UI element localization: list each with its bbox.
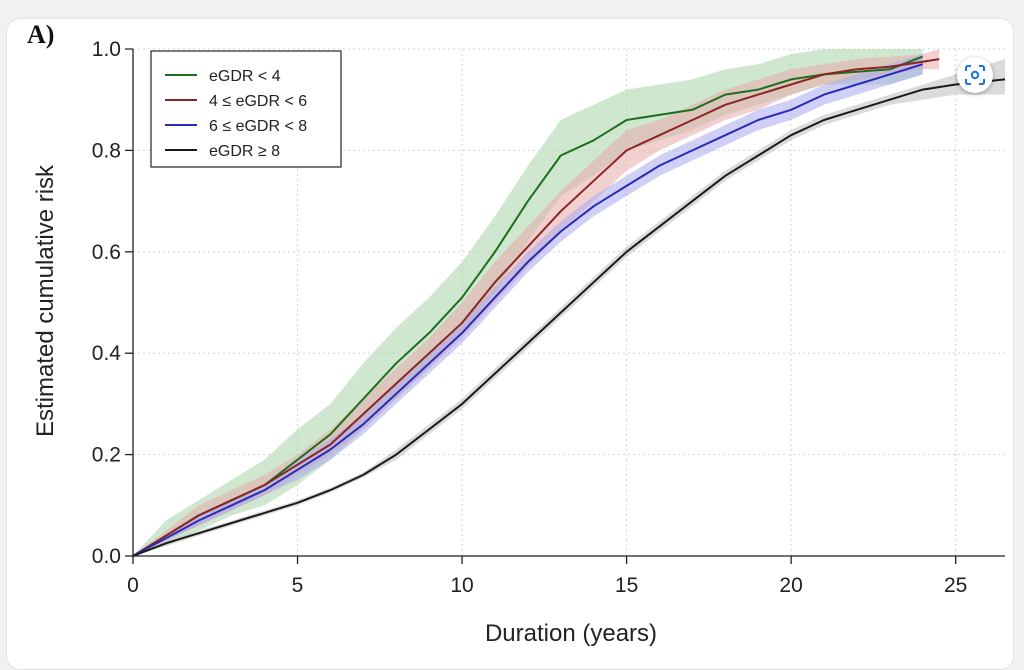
legend-label-2: 4 ≤ eGDR < 6 [209, 93, 307, 110]
confidence-band-1 [133, 49, 923, 556]
x-tick-label: 0 [127, 574, 139, 597]
series-line-2 [132, 58, 940, 557]
confidence-band-4 [133, 59, 1005, 556]
legend-label-4: eGDR ≥ 8 [209, 143, 280, 160]
x-tick-label: 20 [779, 574, 802, 597]
figure-card: A) 0 5 10 15 20 25 0.0 0.2 0.4 0.6 0.8 1.0 eGDR < 4… [6, 18, 1014, 670]
x-tick-label: 15 [615, 574, 638, 597]
y-axis-label: Estimated cumulative risk [32, 164, 59, 437]
legend-label-1: eGDR < 4 [209, 68, 281, 85]
series-line-4 [132, 78, 1006, 557]
x-tick-label: 10 [450, 574, 473, 597]
panel-label: A) [27, 20, 54, 49]
y-tick-label: 0.8 [92, 139, 121, 162]
lens-search-button[interactable] [957, 57, 993, 93]
legend-label-3: 6 ≤ eGDR < 8 [209, 118, 307, 135]
y-tick-label: 0.0 [92, 545, 121, 568]
series-lines [132, 55, 1006, 557]
chart: A) 0 5 10 15 20 25 0.0 0.2 0.4 0.6 0.8 1.0 eGDR < 4… [27, 20, 1006, 647]
y-tick-label: 0.6 [92, 241, 121, 264]
lens-search-icon [965, 65, 985, 85]
y-tick-label: 0.2 [92, 444, 121, 467]
x-tick-label: 25 [944, 574, 967, 597]
legend: eGDR < 4 4 ≤ eGDR < 6 6 ≤ eGDR < 8 eGDR ≥ 8 [150, 50, 342, 168]
series-line-3 [132, 63, 923, 557]
y-tick-label: 1.0 [92, 38, 121, 61]
x-tick-label: 5 [292, 574, 304, 597]
x-axis-label: Duration (years) [485, 620, 657, 647]
axes: 0 5 10 15 20 25 0.0 0.2 0.4 0.6 0.8 1.0 [92, 38, 1005, 597]
y-tick-label: 0.4 [92, 342, 122, 365]
legend-box [150, 50, 342, 168]
